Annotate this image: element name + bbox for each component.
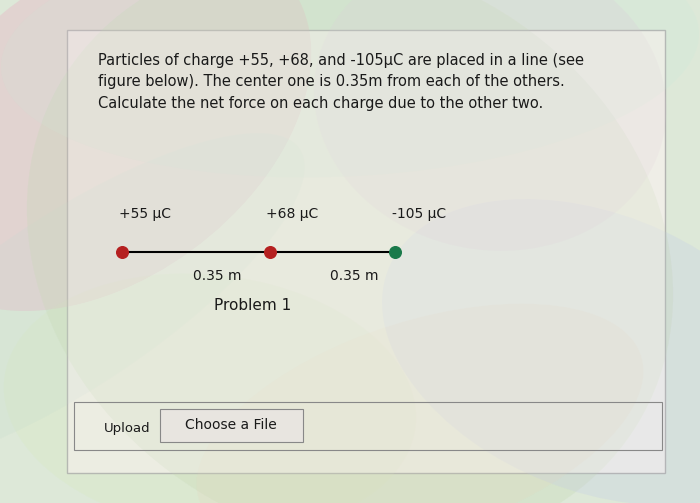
Ellipse shape (197, 304, 643, 503)
Ellipse shape (1, 0, 699, 178)
Text: Upload: Upload (104, 422, 150, 435)
Point (264, 247, 275, 256)
Ellipse shape (197, 304, 643, 503)
Text: -105 μC: -105 μC (392, 207, 446, 221)
Ellipse shape (0, 133, 304, 470)
Ellipse shape (314, 0, 666, 251)
Ellipse shape (382, 199, 700, 503)
Point (117, 247, 128, 256)
Ellipse shape (27, 0, 673, 503)
Text: +68 μC: +68 μC (266, 207, 318, 221)
Text: Particles of charge +55, +68, and -105μC are placed in a line (see
figure below): Particles of charge +55, +68, and -105μC… (98, 53, 584, 111)
Text: Problem 1: Problem 1 (214, 298, 290, 313)
Ellipse shape (4, 274, 416, 503)
Ellipse shape (4, 274, 416, 503)
Text: 0.35 m: 0.35 m (330, 269, 379, 283)
Ellipse shape (314, 0, 666, 251)
Ellipse shape (382, 199, 700, 503)
Text: +55 μC: +55 μC (119, 207, 171, 221)
Text: 0.35 m: 0.35 m (193, 269, 241, 283)
Ellipse shape (0, 0, 312, 311)
Ellipse shape (0, 133, 304, 470)
Ellipse shape (0, 0, 312, 311)
Point (390, 247, 401, 256)
FancyBboxPatch shape (66, 30, 665, 473)
FancyBboxPatch shape (160, 409, 303, 442)
Ellipse shape (27, 0, 673, 503)
Ellipse shape (1, 0, 699, 178)
Text: Choose a File: Choose a File (186, 418, 277, 432)
